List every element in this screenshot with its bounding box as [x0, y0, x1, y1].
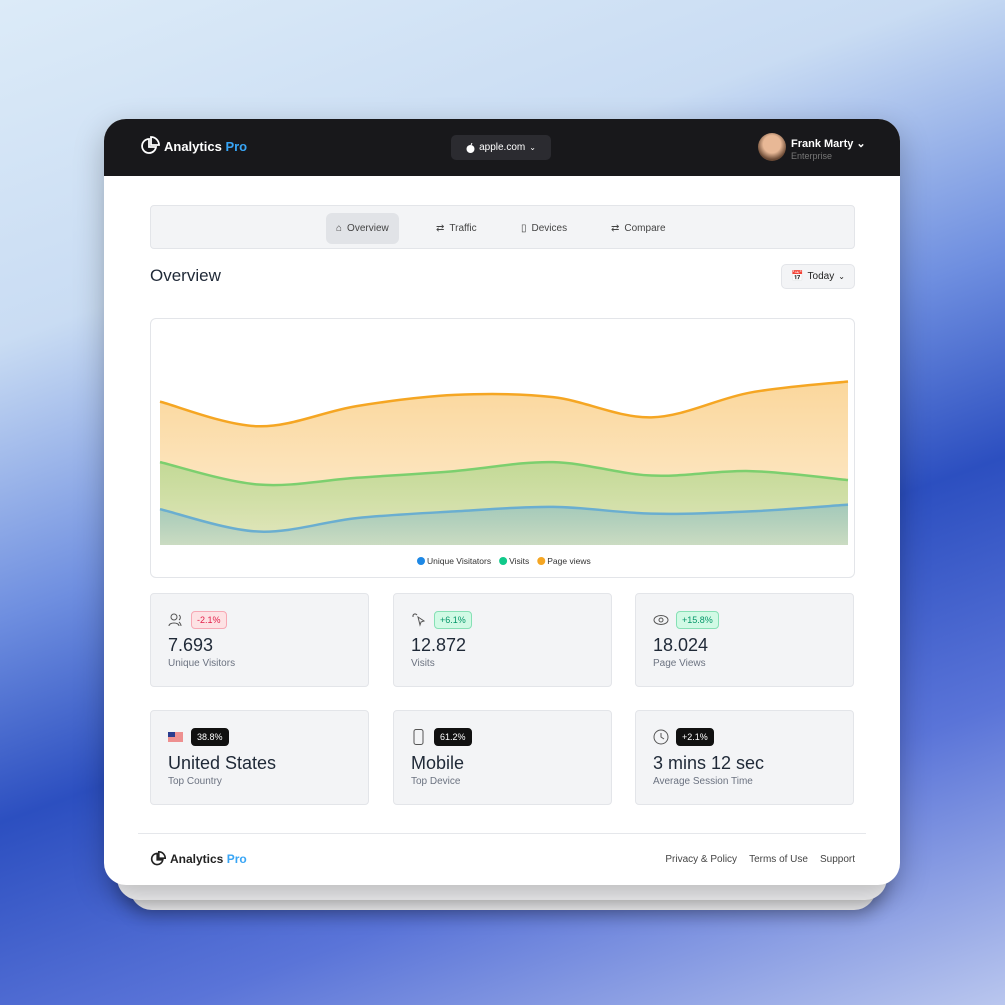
stat-card: +15.8% 18.024 Page Views — [635, 593, 854, 687]
brand: Analytics — [164, 139, 222, 154]
footer-logo-icon — [150, 851, 166, 866]
stat-label: Top Country — [168, 776, 222, 787]
tab[interactable]: ⌂ Overview — [326, 213, 399, 244]
user-name-text: Frank Marty — [791, 138, 854, 150]
stat-value: 12.872 — [411, 635, 467, 655]
tab[interactable]: ⇄ Compare — [611, 223, 666, 234]
line — [159, 503, 849, 533]
line — [159, 460, 849, 487]
stat-icon — [413, 729, 424, 745]
brand-accent: Pro — [225, 139, 248, 154]
stat-icon — [412, 613, 426, 627]
footer-brand-accent: Pro — [226, 852, 247, 866]
footer-link[interactable]: Privacy & Policy — [665, 854, 738, 865]
tab[interactable]: ⇄ Traffic — [436, 223, 477, 234]
tab-label: Compare — [624, 223, 666, 234]
apple-icon — [466, 142, 475, 153]
stat-badge: +15.8% — [676, 611, 719, 629]
divider — [138, 833, 866, 834]
stat-badge: 61.2% — [434, 728, 472, 746]
stat-card: +6.1% 12.872 Visits — [393, 593, 612, 687]
stat-value: Mobile — [411, 753, 465, 773]
tab-label: Traffic — [449, 223, 477, 234]
stat-badge: +2.1% — [676, 728, 714, 746]
stat-value: United States — [168, 753, 277, 773]
legend-label: Visits — [509, 556, 529, 566]
logo-icon — [141, 136, 160, 154]
top-bar: Analytics Pro apple.com ⌄ Frank Marty ⌄ E… — [104, 119, 900, 176]
tab-label: Devices — [531, 223, 568, 234]
stat-card: -2.1% 7.693 Unique Visitors — [150, 593, 369, 687]
chart-panel: Unique Visitators Visits Page views — [150, 318, 855, 578]
domain-selector[interactable]: apple.com ⌄ — [451, 135, 551, 160]
user-name[interactable]: Frank Marty ⌄ — [791, 138, 866, 150]
legend-dot — [499, 557, 508, 565]
domain: apple.com — [479, 142, 526, 153]
stat-card: +2.1% 3 mins 12 sec Average Session Time — [635, 710, 854, 805]
stat-label: Unique Visitors — [168, 658, 236, 669]
footer-links: Privacy & Policy Terms of Use Support — [665, 854, 855, 865]
page-title: Overview — [150, 266, 221, 285]
stat-badge: 38.8% — [191, 728, 229, 746]
stat-icon — [168, 732, 183, 742]
stat-icon — [653, 729, 669, 745]
legend-label: Page views — [547, 556, 590, 566]
stat-value: 3 mins 12 sec — [653, 753, 765, 773]
line — [159, 380, 849, 428]
date-range: Today — [807, 271, 835, 282]
stat-card: 38.8% United States Top Country — [150, 710, 369, 805]
stat-badge: +6.1% — [434, 611, 472, 629]
legend-dot — [417, 557, 425, 565]
stat-value: 7.693 — [168, 635, 214, 655]
chart: Unique Visitators Visits Page views — [159, 380, 849, 566]
stat-icon — [653, 615, 669, 625]
footer-brand: Analytics — [170, 852, 224, 866]
tab-bar: ⌂ Overview ⇄ Traffic ▯ Devices ⇄ Compare — [150, 205, 855, 249]
stat-label: Average Session Time — [653, 776, 753, 787]
tab[interactable]: ▯ Devices — [521, 223, 568, 234]
stat-label: Top Device — [411, 776, 461, 787]
stat-label: Visits — [411, 658, 435, 669]
tab-label: Overview — [347, 223, 389, 234]
legend-label: Unique Visitators — [427, 556, 491, 566]
stat-icon — [168, 613, 182, 627]
avatar[interactable] — [758, 133, 786, 161]
stat-card: 61.2% Mobile Top Device — [393, 710, 612, 805]
stat-badge: -2.1% — [191, 611, 227, 629]
footer-link[interactable]: Support — [819, 854, 855, 865]
date-picker[interactable]: 📅 Today ⌄ — [781, 264, 855, 289]
app-window: Analytics Pro apple.com ⌄ Frank Marty ⌄ E… — [104, 119, 900, 885]
stat-value: 18.024 — [653, 635, 709, 655]
user-plan: Enterprise — [791, 151, 833, 161]
stat-label: Page Views — [653, 658, 706, 669]
footer-link[interactable]: Terms of Use — [749, 854, 808, 865]
legend-dot — [537, 557, 546, 565]
